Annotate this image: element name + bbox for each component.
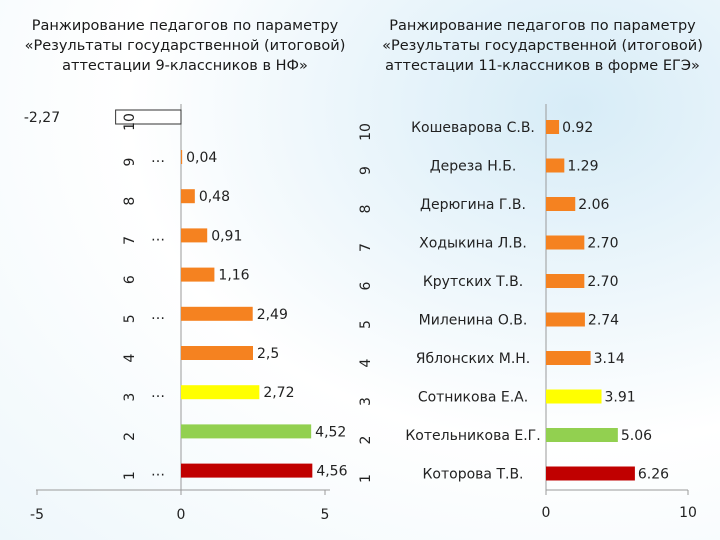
left-value-label: 0,91: [211, 228, 242, 244]
left-row-name: …: [151, 464, 165, 480]
chart-left-title: Ранжирование педагогов по параметру «Рез…: [24, 18, 346, 74]
right-row-name: Сотникова Е.А.: [418, 390, 528, 406]
right-category-label: 8: [358, 205, 374, 214]
left-value-label: 1,16: [218, 268, 249, 284]
left-value-label: 2,49: [257, 307, 288, 323]
right-x-tick-label: 0: [542, 505, 551, 521]
right-value-label: 3.14: [594, 351, 625, 367]
right-bar: [546, 312, 585, 327]
right-row-name: Которова Т.В.: [422, 467, 523, 483]
right-category-label: 2: [358, 436, 374, 445]
right-bar: [546, 120, 560, 134]
left-category-label: 2: [122, 432, 138, 441]
left-value-label: 4,52: [315, 424, 346, 440]
left-bar: [181, 228, 208, 243]
right-bar: [546, 235, 585, 250]
right-category-label: 5: [358, 320, 374, 329]
right-bar: [546, 428, 618, 442]
left-value-label: 2,5: [257, 346, 279, 362]
left-row-name: …: [151, 228, 165, 244]
right-bar: [546, 158, 565, 173]
right-value-label: 5.06: [621, 428, 652, 444]
right-row-name: Дереза Н.Б.: [430, 159, 517, 175]
right-value-label: 0.92: [562, 120, 593, 136]
right-row-name: Ходыкина Л.В.: [419, 236, 527, 252]
left-bar: [181, 463, 313, 478]
right-value-label: 2.74: [588, 313, 619, 329]
left-category-label: 7: [122, 236, 138, 245]
left-row-name: …: [151, 307, 165, 323]
right-value-label: 3.91: [605, 390, 636, 406]
right-row-name: Яблонских М.Н.: [416, 351, 531, 367]
right-category-label: 10: [358, 123, 374, 141]
left-x-tick-label: -5: [30, 507, 44, 523]
left-category-label: 4: [122, 353, 138, 362]
left-category-label: 8: [122, 197, 138, 206]
left-category-label: 1: [122, 471, 138, 480]
right-row-name: Котельникова Е.Г.: [405, 428, 540, 444]
right-category-label: 6: [358, 281, 374, 290]
left-x-tick-label: 0: [177, 507, 186, 523]
left-value-label: 0,48: [199, 189, 230, 205]
right-row-name: Миленина О.В.: [419, 313, 528, 329]
right-value-label: 6.26: [638, 467, 669, 483]
right-value-label: 2.70: [587, 274, 618, 290]
left-bar: [181, 385, 260, 400]
left-bar: [181, 346, 253, 360]
left-row-name: …: [151, 150, 165, 166]
left-category-label: 6: [122, 275, 138, 284]
left-value-label: 2,72: [263, 385, 294, 401]
right-bar: [546, 274, 585, 288]
right-bar: [546, 197, 576, 211]
right-bar: [546, 351, 591, 365]
left-bar: [181, 189, 195, 204]
right-bar: [546, 389, 602, 404]
right-category-label: 7: [358, 243, 374, 252]
left-value-label: 4,56: [316, 464, 347, 480]
right-row-name: Кошеварова С.В.: [411, 120, 535, 136]
left-value-label: -2,27: [24, 110, 60, 126]
left-category-label: 5: [122, 314, 138, 323]
left-category-label: 10: [122, 113, 138, 131]
right-value-label: 2.70: [587, 236, 618, 252]
left-row-name: …: [151, 385, 165, 401]
left-x-tick-label: 5: [321, 507, 330, 523]
right-row-name: Дерюгина Г.В.: [420, 197, 526, 213]
chart-right-title: Ранжирование педагогов по параметру «Рез…: [382, 18, 703, 74]
right-category-label: 4: [358, 358, 374, 367]
left-category-label: 3: [122, 393, 138, 402]
right-bar: [546, 466, 635, 481]
left-bar: [181, 150, 183, 164]
right-x-tick-label: 10: [679, 505, 697, 521]
right-category-label: 3: [358, 397, 374, 406]
left-bar: [181, 424, 312, 439]
right-category-label: 9: [358, 166, 374, 175]
left-category-label: 9: [122, 158, 138, 167]
left-value-label: 0,04: [186, 150, 217, 166]
right-row-name: Крутских Т.В.: [423, 274, 523, 290]
right-category-label: 1: [358, 474, 374, 483]
left-bar: [115, 109, 182, 125]
right-value-label: 2.06: [578, 197, 609, 213]
left-bar: [181, 306, 253, 321]
right-value-label: 1.29: [567, 159, 598, 175]
left-bar: [181, 267, 215, 282]
